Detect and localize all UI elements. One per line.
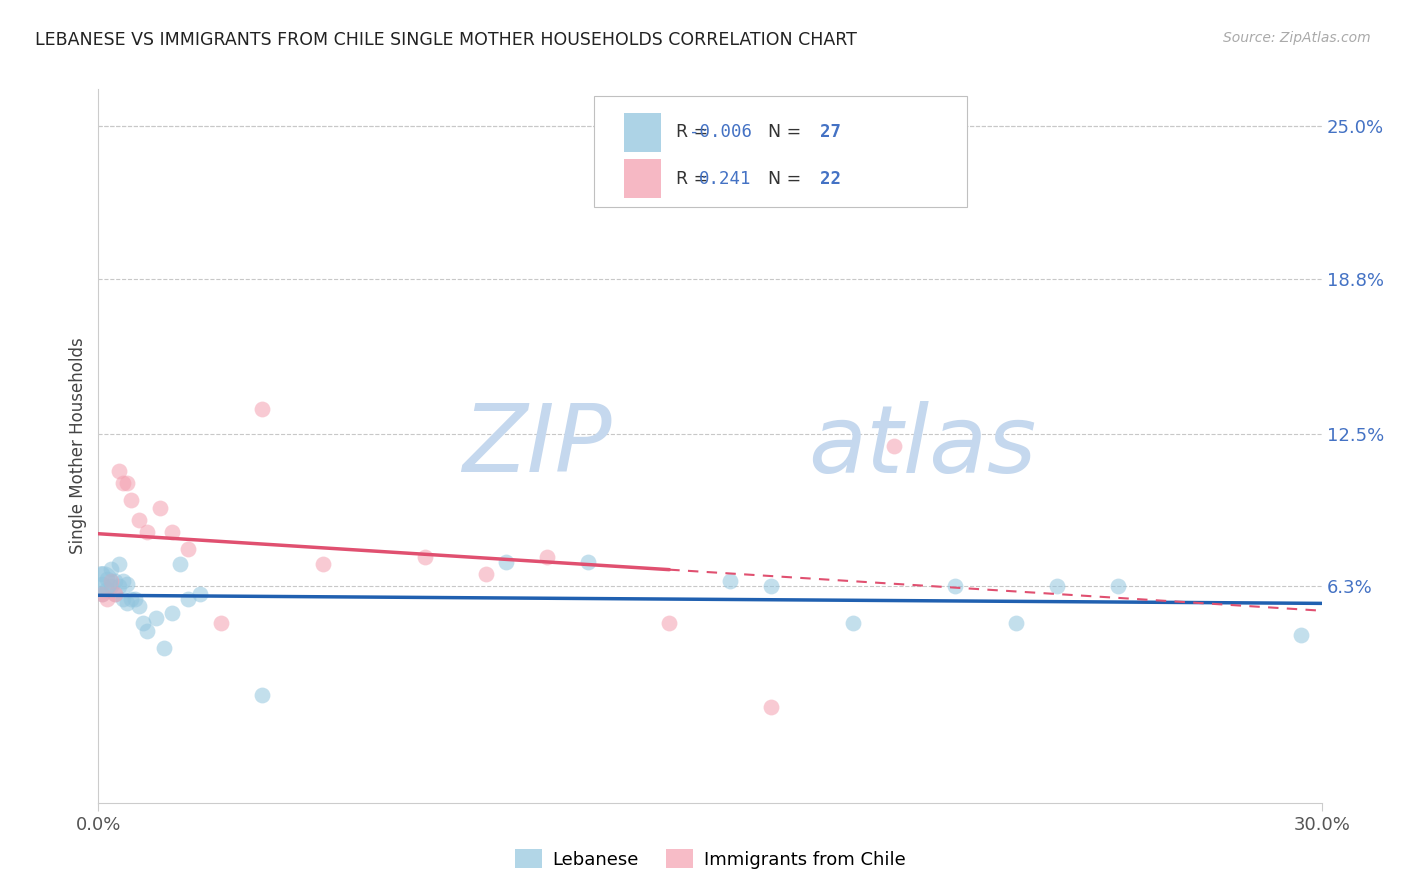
Point (132, 616, 155, 631)
Point (250, 688, 273, 702)
Point (100, 562, 122, 576)
Point (111, 475, 134, 490)
FancyBboxPatch shape (593, 96, 967, 207)
Point (841, 616, 863, 631)
Point (160, 525, 183, 540)
Text: N =: N = (768, 169, 801, 187)
Point (100, 574, 122, 589)
Point (124, 591, 146, 606)
Point (188, 587, 212, 601)
Point (136, 525, 159, 540)
Point (91, 576, 114, 591)
Point (96, 572, 118, 586)
Text: Source: ZipAtlas.com: Source: ZipAtlas.com (1223, 31, 1371, 45)
Point (177, 542, 200, 557)
Point (474, 566, 498, 581)
Text: -0.006: -0.006 (689, 123, 752, 141)
Text: 27: 27 (820, 123, 841, 141)
Point (91, 574, 114, 589)
Text: 0.241: 0.241 (699, 169, 752, 187)
Point (720, 574, 742, 589)
Point (128, 599, 150, 613)
Point (536, 549, 558, 564)
Text: N =: N = (768, 123, 801, 141)
Point (115, 597, 138, 611)
Point (250, 402, 273, 417)
Legend: Lebanese, Immigrants from Chile: Lebanese, Immigrants from Chile (508, 842, 912, 876)
Point (160, 607, 183, 621)
Point (128, 513, 150, 527)
Point (1291, 628, 1313, 642)
Point (1107, 579, 1129, 593)
Point (761, 579, 783, 593)
Point (658, 616, 681, 631)
Point (413, 549, 436, 564)
Point (1004, 616, 1026, 631)
Point (108, 557, 131, 571)
Point (495, 555, 517, 569)
Point (312, 557, 335, 571)
Text: 22: 22 (820, 169, 841, 187)
FancyBboxPatch shape (624, 112, 661, 152)
Text: atlas: atlas (808, 401, 1036, 491)
Point (120, 591, 142, 606)
Point (100, 579, 122, 593)
Point (576, 555, 599, 569)
Point (1045, 579, 1069, 593)
Point (169, 557, 191, 571)
Point (96, 591, 118, 606)
Point (136, 624, 159, 638)
Point (104, 574, 127, 589)
Point (145, 611, 167, 625)
Point (943, 579, 966, 593)
Point (104, 587, 127, 601)
Text: ZIP: ZIP (463, 401, 612, 491)
Point (108, 464, 131, 478)
Point (111, 574, 134, 589)
FancyBboxPatch shape (624, 159, 661, 198)
Text: R =: R = (676, 123, 709, 141)
Text: LEBANESE VS IMMIGRANTS FROM CHILE SINGLE MOTHER HOUSEHOLDS CORRELATION CHART: LEBANESE VS IMMIGRANTS FROM CHILE SINGLE… (35, 31, 858, 49)
Point (177, 591, 200, 606)
Y-axis label: Single Mother Households: Single Mother Households (69, 338, 87, 554)
Point (149, 500, 172, 515)
Point (96, 582, 118, 596)
Point (152, 640, 174, 655)
Point (883, 439, 905, 453)
Point (115, 576, 138, 591)
Point (104, 587, 127, 601)
Point (91, 566, 114, 581)
Point (108, 579, 131, 593)
Point (209, 616, 232, 631)
Text: R =: R = (676, 169, 709, 187)
Point (91, 587, 114, 601)
Point (761, 699, 783, 714)
Point (115, 475, 138, 490)
Point (120, 493, 142, 508)
Point (111, 591, 134, 606)
Point (91, 587, 114, 601)
